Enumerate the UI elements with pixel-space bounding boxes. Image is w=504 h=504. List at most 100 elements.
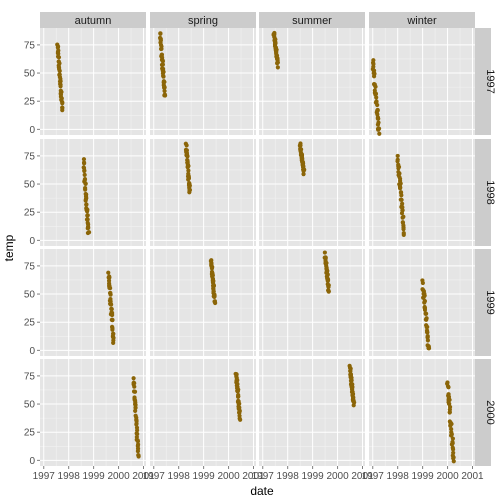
row-strip-label-1999: 1999 — [484, 290, 496, 314]
data-point — [237, 408, 242, 414]
row-strip-1998 — [475, 139, 491, 246]
row-strip-2000 — [475, 359, 491, 466]
data-point — [135, 442, 141, 447]
x-tick-label: 1999 — [301, 471, 324, 482]
x-tick-label: 1999 — [411, 471, 434, 482]
data-point — [376, 116, 381, 121]
data-point — [107, 275, 112, 280]
y-tick-label: 25 — [24, 428, 36, 439]
strip-autumn — [40, 12, 146, 28]
y-tick-label: 50 — [24, 69, 36, 80]
data-point — [398, 185, 403, 190]
data-point — [399, 193, 404, 198]
data-point — [401, 225, 406, 230]
data-point — [81, 160, 87, 165]
data-point — [108, 286, 113, 291]
data-point — [236, 394, 241, 399]
y-tick-label: 25 — [24, 318, 36, 329]
data-point — [451, 459, 456, 464]
data-point — [108, 302, 113, 307]
data-point — [401, 231, 406, 236]
y-tick-label: 75 — [24, 40, 36, 51]
x-tick-label: 1997 — [362, 471, 385, 482]
data-point — [426, 346, 432, 351]
data-point — [371, 58, 376, 63]
y-tick-label: 50 — [24, 400, 36, 411]
data-point — [162, 92, 167, 97]
data-point — [134, 421, 139, 426]
data-point — [158, 38, 163, 43]
data-point — [301, 172, 306, 177]
strip-label-winter: winter — [406, 15, 437, 27]
x-tick-label: 2000 — [217, 471, 240, 482]
data-point — [160, 59, 165, 64]
data-point — [85, 213, 90, 218]
data-point — [81, 157, 87, 162]
data-point — [373, 84, 378, 89]
data-point — [397, 176, 403, 181]
data-point — [351, 403, 356, 408]
data-point — [324, 261, 329, 266]
data-point — [159, 46, 164, 51]
data-point — [135, 446, 141, 451]
data-point — [420, 280, 425, 286]
data-point — [133, 413, 138, 418]
strip-label-autumn: autumn — [75, 15, 112, 27]
data-point — [423, 311, 428, 316]
data-point — [58, 92, 64, 97]
data-point — [375, 102, 380, 108]
data-point — [447, 409, 452, 415]
data-point — [187, 187, 193, 193]
y-tick-label: 75 — [24, 371, 36, 382]
data-point — [185, 154, 190, 159]
x-tick-label: 2000 — [107, 471, 130, 482]
data-point — [57, 75, 63, 80]
data-point — [371, 74, 377, 79]
x-tick-label: 1999 — [192, 471, 215, 482]
data-point — [450, 447, 456, 452]
panel-2000-winter — [369, 359, 475, 466]
data-point — [56, 55, 62, 60]
data-point — [449, 426, 454, 432]
strip-winter — [369, 12, 475, 28]
data-point — [111, 338, 116, 343]
data-point — [83, 181, 88, 187]
panel-1999-autumn — [40, 249, 146, 356]
x-tick-label: 1997 — [143, 471, 166, 482]
data-point — [445, 380, 450, 385]
data-point — [83, 185, 88, 191]
strip-label-summer: summer — [292, 15, 332, 27]
panel-1999-summer — [259, 249, 365, 356]
x-tick-label: 1997 — [33, 471, 56, 482]
data-point — [348, 378, 354, 383]
data-point — [84, 202, 89, 207]
panel-2000-summer — [259, 359, 365, 466]
data-point — [85, 217, 90, 222]
data-point — [85, 209, 90, 214]
y-tick-label: 25 — [24, 97, 36, 108]
data-point — [450, 436, 455, 441]
data-point — [184, 143, 189, 148]
data-point — [375, 108, 380, 113]
data-point — [55, 51, 61, 56]
data-point — [325, 272, 330, 278]
data-point — [56, 65, 62, 70]
data-point — [425, 338, 430, 343]
data-point — [108, 291, 113, 296]
data-point — [60, 101, 65, 106]
data-point — [446, 394, 452, 399]
data-point — [424, 316, 429, 321]
data-point — [135, 431, 140, 437]
y-axis-title: temp — [2, 234, 16, 261]
data-point — [209, 266, 215, 271]
x-tick-label: 1998 — [387, 471, 410, 482]
data-point — [186, 175, 191, 180]
data-point — [185, 160, 190, 165]
row-strip-label-1997: 1997 — [484, 69, 496, 93]
y-tick-label: 0 — [29, 456, 35, 467]
row-strip-1997 — [475, 28, 491, 135]
x-axis-title: date — [250, 484, 274, 498]
data-point — [162, 79, 167, 85]
data-point — [211, 289, 216, 294]
panel-1998-autumn — [40, 139, 146, 246]
